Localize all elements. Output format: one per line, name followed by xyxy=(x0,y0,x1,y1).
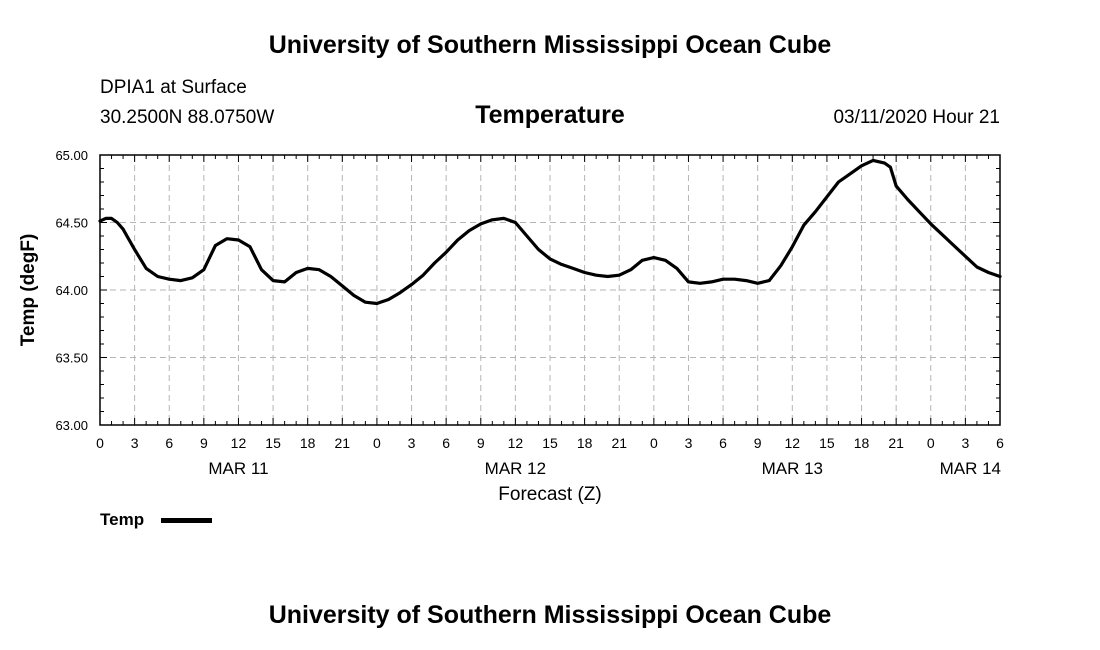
x-tick-label: 21 xyxy=(335,435,351,451)
x-tick-label: 6 xyxy=(165,435,173,451)
y-tick-label: 64.00 xyxy=(55,283,88,298)
run-time: 03/11/2020 Hour 21 xyxy=(833,107,1000,128)
temp-series-line xyxy=(98,158,1002,306)
x-tick-label: 18 xyxy=(577,435,593,451)
x-tick-label: 21 xyxy=(611,435,627,451)
x-tick-label: 18 xyxy=(300,435,316,451)
x-tick-label: 0 xyxy=(927,435,935,451)
x-tick-label: 9 xyxy=(200,435,208,451)
y-tick-label: 65.00 xyxy=(55,148,88,163)
x-tick-label: 21 xyxy=(888,435,904,451)
date-label: MAR 12 xyxy=(485,459,546,478)
x-tick-label: 9 xyxy=(754,435,762,451)
y-tick-label: 64.50 xyxy=(55,216,88,231)
x-tick-label: 15 xyxy=(819,435,835,451)
date-label: MAR 14 xyxy=(940,459,1001,478)
date-label: MAR 13 xyxy=(762,459,823,478)
date-label: MAR 11 xyxy=(208,459,268,478)
x-axis-label: Forecast (Z) xyxy=(498,484,601,505)
legend-line-swatch xyxy=(161,518,212,523)
x-tick-label: 12 xyxy=(231,435,247,451)
x-tick-label: 12 xyxy=(785,435,801,451)
x-tick-label: 12 xyxy=(508,435,524,451)
x-tick-label: 3 xyxy=(961,435,969,451)
station-coords: 30.2500N 88.0750W xyxy=(100,107,275,128)
x-tick-label: 6 xyxy=(996,435,1004,451)
x-tick-label: 3 xyxy=(408,435,416,451)
y-tick-label: 63.00 xyxy=(55,418,88,433)
x-tick-label: 15 xyxy=(265,435,281,451)
x-tick-label: 0 xyxy=(650,435,658,451)
y-tick-label: 63.50 xyxy=(55,351,88,366)
x-tick-label: 3 xyxy=(131,435,139,451)
chart-title: Temperature xyxy=(475,101,625,129)
x-tick-label: 9 xyxy=(477,435,485,451)
x-tick-label: 6 xyxy=(442,435,450,451)
legend-label: Temp xyxy=(100,510,145,529)
x-tick-label: 15 xyxy=(542,435,558,451)
x-tick-label: 6 xyxy=(719,435,727,451)
y-axis-label: Temp (degF) xyxy=(18,234,39,347)
header-title-top: University of Southern Mississippi Ocean… xyxy=(268,31,832,59)
header-title-bottom: University of Southern Mississippi Ocean… xyxy=(268,601,832,629)
x-tick-label: 3 xyxy=(685,435,693,451)
x-tick-label: 18 xyxy=(854,435,870,451)
x-tick-label: 0 xyxy=(96,435,104,451)
x-tick-label: 0 xyxy=(373,435,381,451)
station-label: DPIA1 at Surface xyxy=(100,77,247,98)
